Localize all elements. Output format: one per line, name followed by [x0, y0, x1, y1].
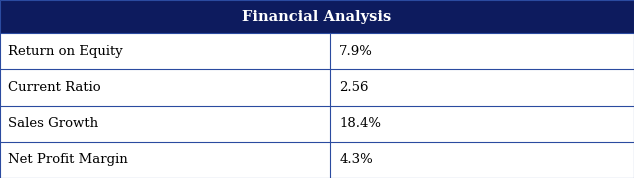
Text: Return on Equity: Return on Equity	[8, 45, 122, 58]
Text: 4.3%: 4.3%	[339, 153, 373, 166]
Text: Sales Growth: Sales Growth	[8, 117, 98, 130]
Bar	[0, 0, 634, 33]
Text: 18.4%: 18.4%	[339, 117, 381, 130]
Text: Financial Analysis: Financial Analysis	[242, 9, 392, 23]
Bar	[0, 106, 634, 142]
Text: Net Profit Margin: Net Profit Margin	[8, 153, 127, 166]
Text: 2.56: 2.56	[339, 81, 369, 94]
Text: Current Ratio: Current Ratio	[8, 81, 100, 94]
Text: 7.9%: 7.9%	[339, 45, 373, 58]
Bar	[0, 33, 634, 69]
Bar	[0, 142, 634, 178]
Bar	[0, 69, 634, 106]
